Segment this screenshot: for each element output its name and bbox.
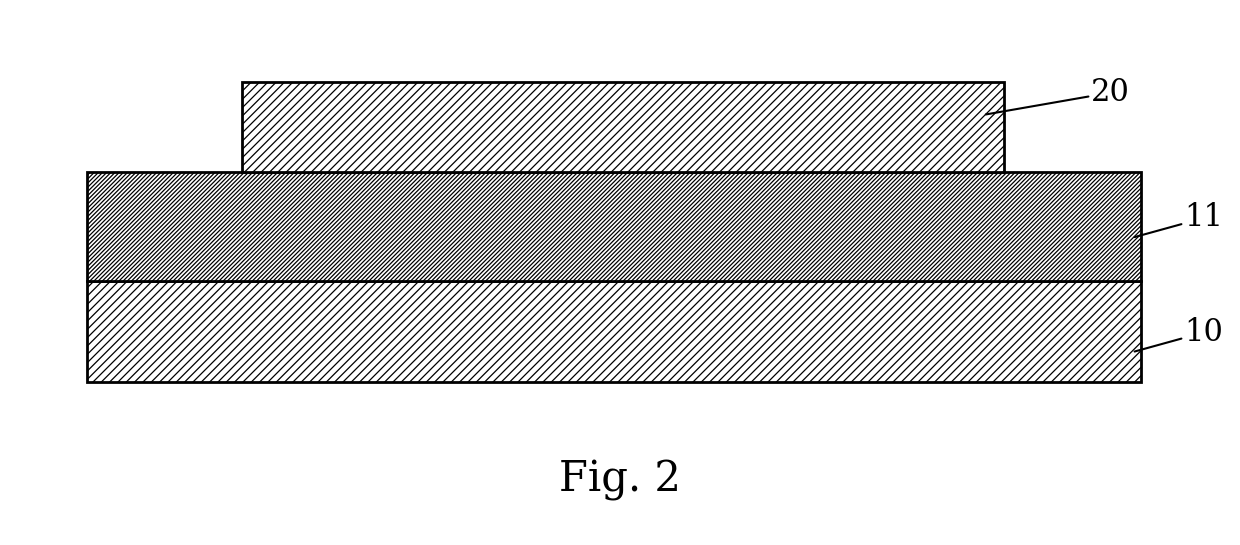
Text: 10: 10 — [1135, 317, 1223, 352]
Bar — [87, 281, 1141, 382]
Text: 11: 11 — [1135, 203, 1223, 237]
Bar — [242, 82, 1004, 172]
Text: 20: 20 — [986, 77, 1130, 114]
Text: Fig. 2: Fig. 2 — [559, 458, 681, 501]
Bar — [87, 172, 1141, 281]
